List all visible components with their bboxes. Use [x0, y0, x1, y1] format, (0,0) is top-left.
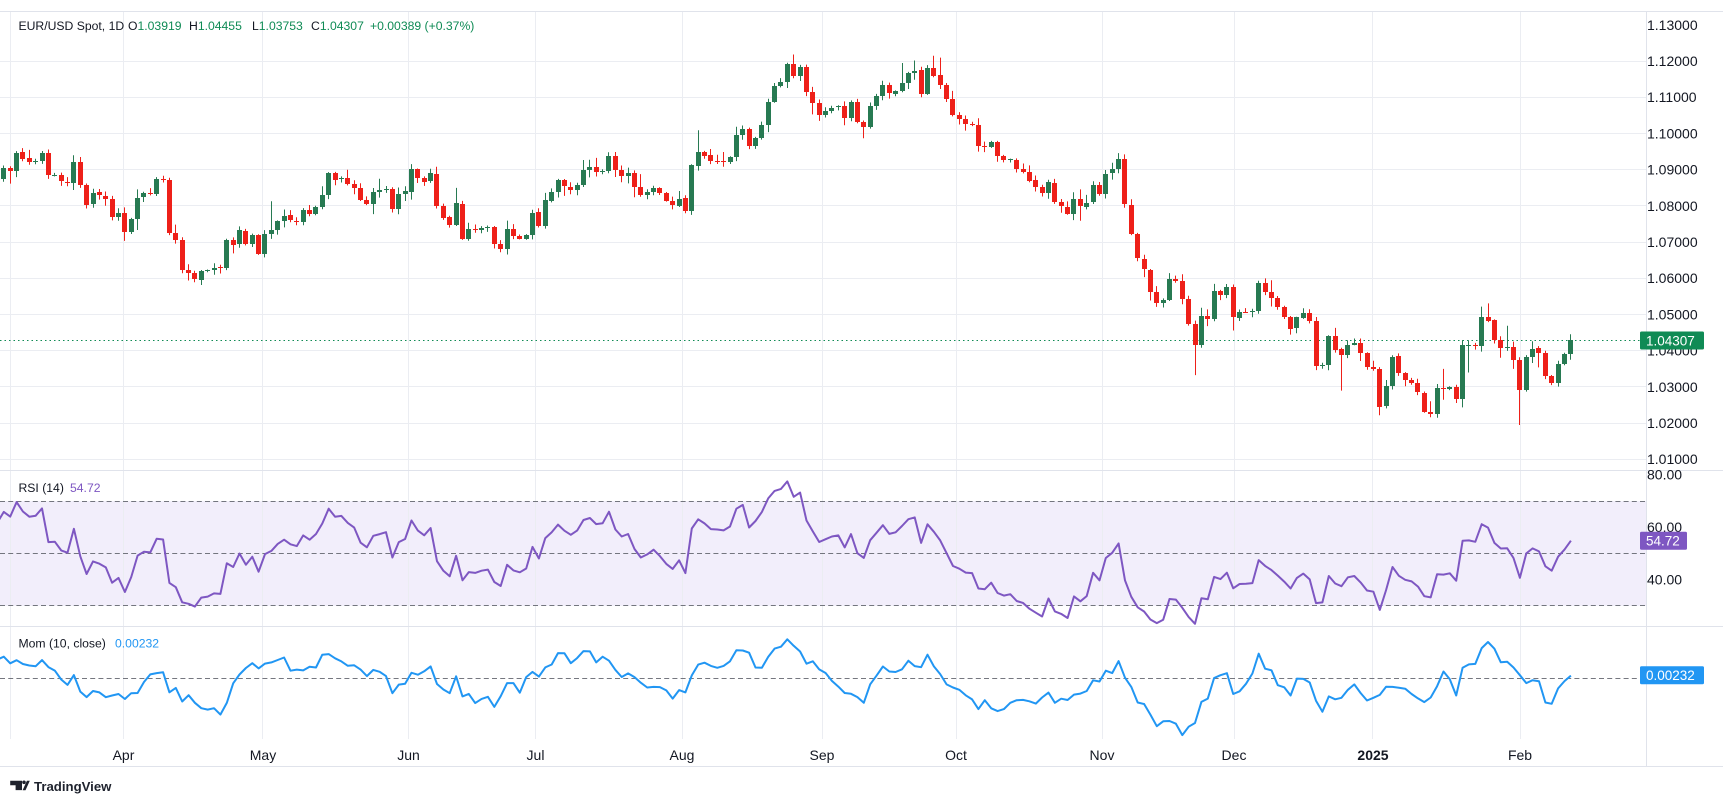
svg-text:54.72: 54.72: [1646, 534, 1680, 549]
svg-text:Oct: Oct: [945, 747, 967, 763]
svg-text:RSI (14) 54.72: RSI (14) 54.72: [19, 481, 101, 495]
svg-text:1.03000: 1.03000: [1647, 379, 1698, 395]
svg-text:May: May: [250, 747, 276, 763]
svg-text:40.00: 40.00: [1647, 571, 1682, 587]
svg-text:1.01000: 1.01000: [1647, 451, 1698, 467]
svg-text:1.06000: 1.06000: [1647, 270, 1698, 286]
svg-text:Aug: Aug: [670, 747, 695, 763]
svg-text:TradingView: TradingView: [34, 779, 112, 794]
svg-text:60.00: 60.00: [1647, 519, 1682, 535]
svg-text:Apr: Apr: [113, 747, 135, 763]
svg-text:1.13000: 1.13000: [1647, 17, 1698, 33]
svg-text:1.07000: 1.07000: [1647, 234, 1698, 250]
svg-text:80.00: 80.00: [1647, 467, 1682, 483]
svg-text:Jul: Jul: [527, 747, 545, 763]
svg-text:Sep: Sep: [810, 747, 835, 763]
svg-text:1.09000: 1.09000: [1647, 162, 1698, 178]
svg-text:Nov: Nov: [1090, 747, 1115, 763]
svg-text:1.04307: 1.04307: [1646, 333, 1695, 348]
svg-text:2025: 2025: [1357, 747, 1388, 763]
svg-text:Jun: Jun: [397, 747, 420, 763]
svg-text:Dec: Dec: [1222, 747, 1247, 763]
svg-text:1.11000: 1.11000: [1647, 89, 1697, 105]
svg-text:1.02000: 1.02000: [1647, 415, 1698, 431]
svg-text:1.08000: 1.08000: [1647, 198, 1698, 214]
svg-text:Mom (10, close) 0.00232: Mom (10, close) 0.00232: [19, 637, 160, 651]
svg-text:Feb: Feb: [1508, 747, 1532, 763]
svg-text:1.12000: 1.12000: [1647, 53, 1698, 69]
svg-text:0.00232: 0.00232: [1646, 668, 1695, 683]
svg-text:1.05000: 1.05000: [1647, 306, 1698, 322]
svg-text:1.10000: 1.10000: [1647, 125, 1698, 141]
